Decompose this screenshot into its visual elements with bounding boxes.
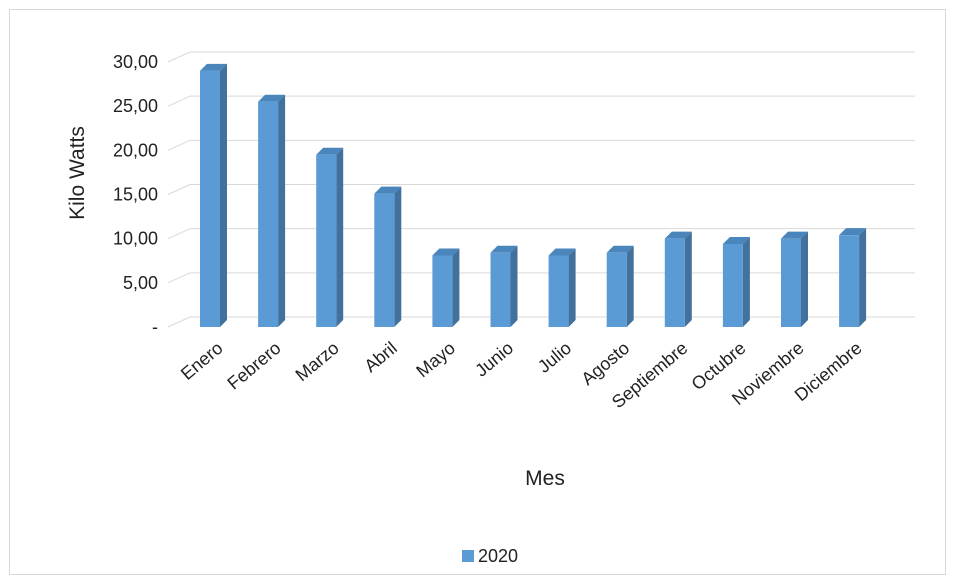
- y-tick-label: 10,00: [113, 229, 158, 249]
- bar: [839, 228, 867, 327]
- gridline-side: [167, 51, 191, 63]
- gridline-side: [167, 316, 191, 328]
- bar-front: [316, 154, 337, 327]
- bar-side: [859, 228, 867, 327]
- bar-top: [316, 147, 344, 155]
- bar-side: [568, 248, 576, 327]
- gridline-side: [167, 139, 191, 151]
- chart-frame: - 5,00 10,00 15,00 20,00 25,00 30,00 Enero Febr…: [9, 9, 946, 575]
- bar-top: [490, 245, 518, 253]
- bar-side: [278, 94, 286, 327]
- x-tick-label: Enero: [177, 338, 227, 384]
- bar: [606, 245, 634, 327]
- y-tick-labels: - 5,00 10,00 15,00 20,00 25,00 30,00: [113, 52, 158, 337]
- bar-front: [490, 252, 511, 327]
- bar: [722, 236, 750, 327]
- gridlines: [167, 51, 915, 328]
- bar-top: [258, 94, 286, 102]
- bar-top: [664, 231, 692, 239]
- bar-side: [626, 245, 634, 327]
- bar-side: [801, 231, 808, 327]
- x-tick-label: Agosto: [577, 338, 633, 389]
- bar: [432, 248, 460, 327]
- x-tick-label: Abril: [360, 338, 400, 376]
- bar-front: [258, 101, 279, 327]
- bar-front: [432, 255, 453, 327]
- bar: [490, 245, 518, 327]
- bar-top: [606, 245, 634, 253]
- x-tick-label: Junio: [471, 338, 517, 381]
- bar-top: [722, 236, 750, 244]
- bar-side: [510, 245, 518, 327]
- y-axis-title: Kilo Watts: [66, 126, 89, 220]
- legend: 2020: [462, 546, 518, 566]
- bar: [548, 248, 576, 327]
- y-tick-label: 20,00: [113, 140, 158, 160]
- y-tick-label: -: [152, 317, 158, 337]
- bar-top: [548, 248, 576, 256]
- gridline-side: [167, 95, 191, 107]
- bar-top: [781, 231, 808, 239]
- bar-side: [684, 231, 692, 327]
- bar: [200, 63, 227, 328]
- bar: [374, 186, 402, 327]
- bar: [664, 231, 692, 327]
- bar-front: [606, 252, 627, 327]
- bar-top: [200, 63, 227, 71]
- gridline-side: [167, 228, 191, 240]
- bar: [316, 147, 344, 327]
- x-tick-label: Marzo: [292, 338, 343, 385]
- x-axis-title: Mes: [525, 467, 565, 490]
- bar-front: [664, 238, 685, 327]
- bar-front: [374, 193, 395, 327]
- y-tick-label: 15,00: [113, 185, 158, 205]
- bar-side: [742, 236, 750, 327]
- bar-front: [548, 255, 569, 327]
- bar-side: [220, 63, 227, 327]
- y-tick-label: 25,00: [113, 96, 158, 116]
- bar-side: [336, 147, 344, 327]
- bar: [781, 231, 808, 327]
- x-tick-label: Mayo: [412, 338, 459, 382]
- y-tick-label: 30,00: [113, 52, 158, 72]
- bar: [258, 94, 286, 327]
- gridline-side: [167, 272, 191, 284]
- legend-label: 2020: [478, 546, 518, 566]
- bar-side: [394, 186, 402, 327]
- bar-top: [839, 228, 867, 236]
- y-tick-label: 5,00: [123, 273, 158, 293]
- bar-front: [722, 243, 743, 327]
- legend-swatch: [462, 550, 474, 562]
- bar-front: [839, 235, 860, 327]
- bar-front: [200, 70, 220, 328]
- bars: [200, 63, 867, 328]
- chart-svg: - 5,00 10,00 15,00 20,00 25,00 30,00 EneroFebr…: [66, 51, 915, 566]
- gridline-side: [167, 184, 191, 195]
- bar-top: [374, 186, 402, 194]
- x-tick-label: Julio: [534, 338, 575, 377]
- x-tick-label: Febrero: [224, 338, 285, 394]
- bar-side: [452, 248, 460, 327]
- bar-top: [432, 248, 460, 256]
- bar-front: [781, 238, 801, 327]
